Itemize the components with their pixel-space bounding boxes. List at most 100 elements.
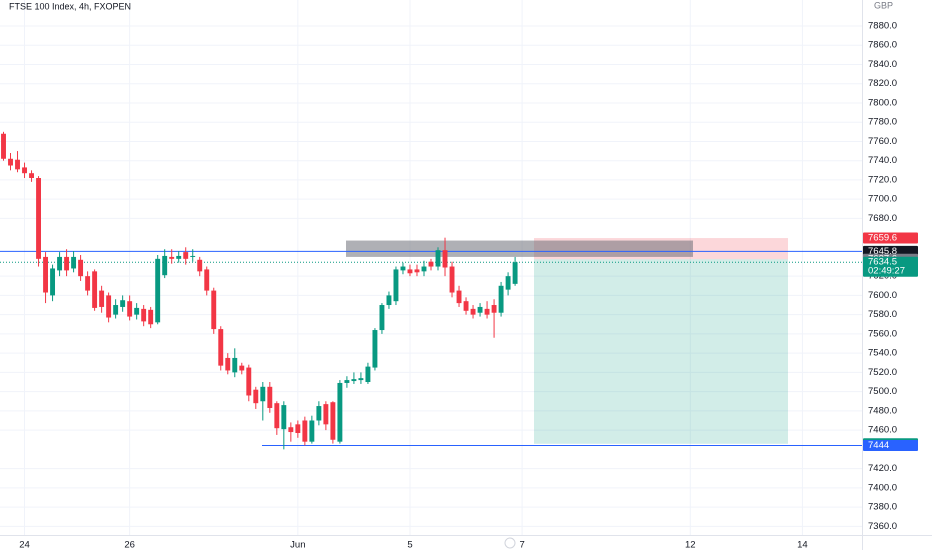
candle-body xyxy=(155,258,161,323)
candle-body xyxy=(85,276,91,291)
candle-body xyxy=(330,402,336,440)
x-tick-label: 7 xyxy=(519,540,524,550)
scroll-icon[interactable] xyxy=(504,537,516,549)
candle-body xyxy=(267,386,273,408)
axis: 7360.0 7380.0 7400.0 7420.0 7460.0 7480.0 7500… xyxy=(19,20,918,550)
y-tick-label: 7580.0 xyxy=(868,309,897,320)
candle-body xyxy=(15,159,20,170)
y-tick-label: 7380.0 xyxy=(868,502,897,513)
price-label-box xyxy=(863,440,918,452)
y-tick-label: 7480.0 xyxy=(868,405,897,416)
target-zone xyxy=(534,259,788,444)
candle-body xyxy=(57,256,63,271)
candle-body xyxy=(127,301,133,317)
candle-body xyxy=(141,308,147,322)
candle-body xyxy=(407,269,413,274)
y-tick-label: 7420.0 xyxy=(868,463,897,474)
y-tick-label: 7800.0 xyxy=(868,97,897,108)
candle-body xyxy=(498,285,504,313)
grid xyxy=(0,0,862,535)
candle-body xyxy=(505,276,511,290)
candle-body xyxy=(22,167,27,174)
y-tick-label: 7500.0 xyxy=(868,386,897,397)
candle-body xyxy=(302,420,308,442)
x-tick-label: 12 xyxy=(685,540,696,550)
candle-body xyxy=(183,252,189,259)
candle-body xyxy=(274,403,280,429)
candle-body xyxy=(428,261,434,267)
chart-title: FTSE 100 Index, 4h, FXOPEN xyxy=(9,1,131,11)
y-tick-label: 7780.0 xyxy=(868,117,897,128)
y-tick-label: 7700.0 xyxy=(868,194,897,205)
y-tick-label: 7760.0 xyxy=(868,136,897,147)
candle-body xyxy=(477,306,483,313)
candle-body xyxy=(8,158,13,166)
candle-body xyxy=(211,290,217,330)
candle-body xyxy=(358,378,364,381)
candle-body xyxy=(281,405,287,430)
y-tick-label: 7680.0 xyxy=(868,213,897,224)
candle-body xyxy=(36,178,41,259)
candle-body xyxy=(421,266,427,272)
candle-body xyxy=(449,266,455,293)
candle-body xyxy=(491,305,497,313)
x-tick-label: 24 xyxy=(19,540,30,550)
candle-body xyxy=(50,268,56,296)
price-countdown: 02:49:27 xyxy=(868,266,905,277)
price-label-box xyxy=(863,256,918,277)
candle-body xyxy=(463,301,469,311)
candle-body xyxy=(442,250,448,268)
price-label: 7634.5 xyxy=(868,257,897,268)
candle-body xyxy=(512,262,518,284)
y-tick-label: 7720.0 xyxy=(868,174,897,185)
candle-body xyxy=(253,389,259,404)
y-tick-label: 7880.0 xyxy=(868,20,897,31)
y-tick-label: 7840.0 xyxy=(868,59,897,70)
candle-body xyxy=(78,259,84,277)
candle-body xyxy=(323,404,329,425)
candle-body xyxy=(400,266,406,271)
candle-body xyxy=(1,133,6,159)
candle-body xyxy=(351,379,357,382)
y-tick-label: 7400.0 xyxy=(868,482,897,493)
candle-body xyxy=(99,290,105,307)
x-tick-label: 26 xyxy=(124,540,135,550)
candle-body xyxy=(43,256,49,293)
candle-body xyxy=(134,307,140,315)
candle-body xyxy=(239,365,245,371)
candle-body xyxy=(113,305,119,315)
y-tick-label: 7520.0 xyxy=(868,367,897,378)
candle-body xyxy=(29,173,34,179)
candle-body xyxy=(316,406,322,421)
candle-body xyxy=(379,305,385,331)
y-tick-label: 7540.0 xyxy=(868,348,897,359)
price-label: 7645.8 xyxy=(868,246,897,257)
y-tick-label: 7820.0 xyxy=(868,78,897,89)
candle-body xyxy=(470,308,476,315)
candle-body xyxy=(414,269,420,273)
y-tick-label: 7600.0 xyxy=(868,290,897,301)
candle-body xyxy=(204,269,210,291)
candle-body xyxy=(435,250,441,267)
candle-body xyxy=(92,271,98,308)
candle-body xyxy=(232,357,238,373)
candle-body xyxy=(162,255,168,276)
y-tick-label: 7460.0 xyxy=(868,425,897,436)
y-tick-label: 7740.0 xyxy=(868,155,897,166)
candle-body xyxy=(106,295,112,318)
candle-body xyxy=(120,300,126,307)
candle-body xyxy=(372,330,378,368)
candle-body xyxy=(176,255,182,259)
y-tick-label: 7360.0 xyxy=(868,521,897,532)
candle-body xyxy=(148,309,154,325)
candle-body xyxy=(309,420,315,442)
candle-body xyxy=(246,367,252,396)
plot xyxy=(0,131,862,450)
candle-body xyxy=(365,366,371,383)
price-label: 7444 xyxy=(868,440,889,451)
candle-body xyxy=(225,357,231,371)
supply-zone xyxy=(346,240,693,257)
